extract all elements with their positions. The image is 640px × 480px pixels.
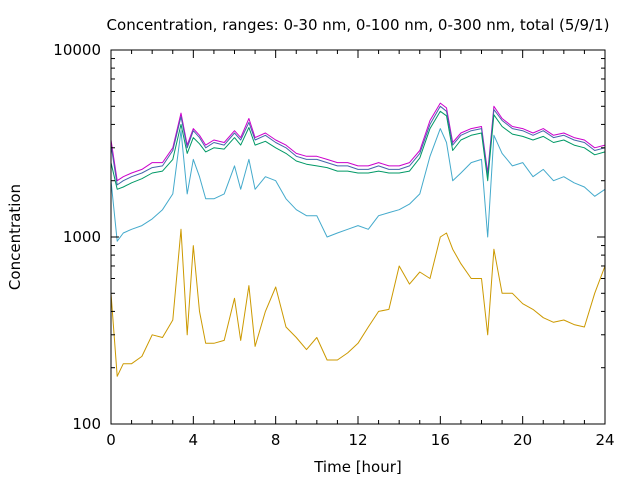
y-axis-label: Concentration (6, 184, 24, 290)
x-axis-label: Time [hour] (313, 458, 402, 476)
x-tick-label: 24 (595, 431, 614, 449)
x-tick-label: 20 (513, 431, 532, 449)
y-tick-label: 10000 (53, 41, 101, 59)
plot-frame (110, 49, 606, 425)
x-tick-label: 16 (431, 431, 450, 449)
series-line-5 (110, 228, 606, 377)
series-line-3 (110, 110, 606, 190)
y-tick-label: 1000 (63, 228, 101, 246)
x-tick-label: 0 (106, 431, 116, 449)
x-tick-label: 12 (348, 431, 367, 449)
y-tick-label: 100 (72, 415, 101, 433)
series-layer (110, 102, 606, 377)
chart-title: Concentration, ranges: 0-30 nm, 0-100 nm… (107, 16, 610, 34)
x-tick-label: 8 (271, 431, 281, 449)
series-line-2 (110, 105, 606, 186)
series-line-4 (110, 128, 606, 242)
series-line-1 (110, 102, 606, 182)
ticks-layer: 0 4 8 12 16 20 24 100 1000 10000 (53, 41, 614, 449)
x-tick-label: 4 (189, 431, 199, 449)
